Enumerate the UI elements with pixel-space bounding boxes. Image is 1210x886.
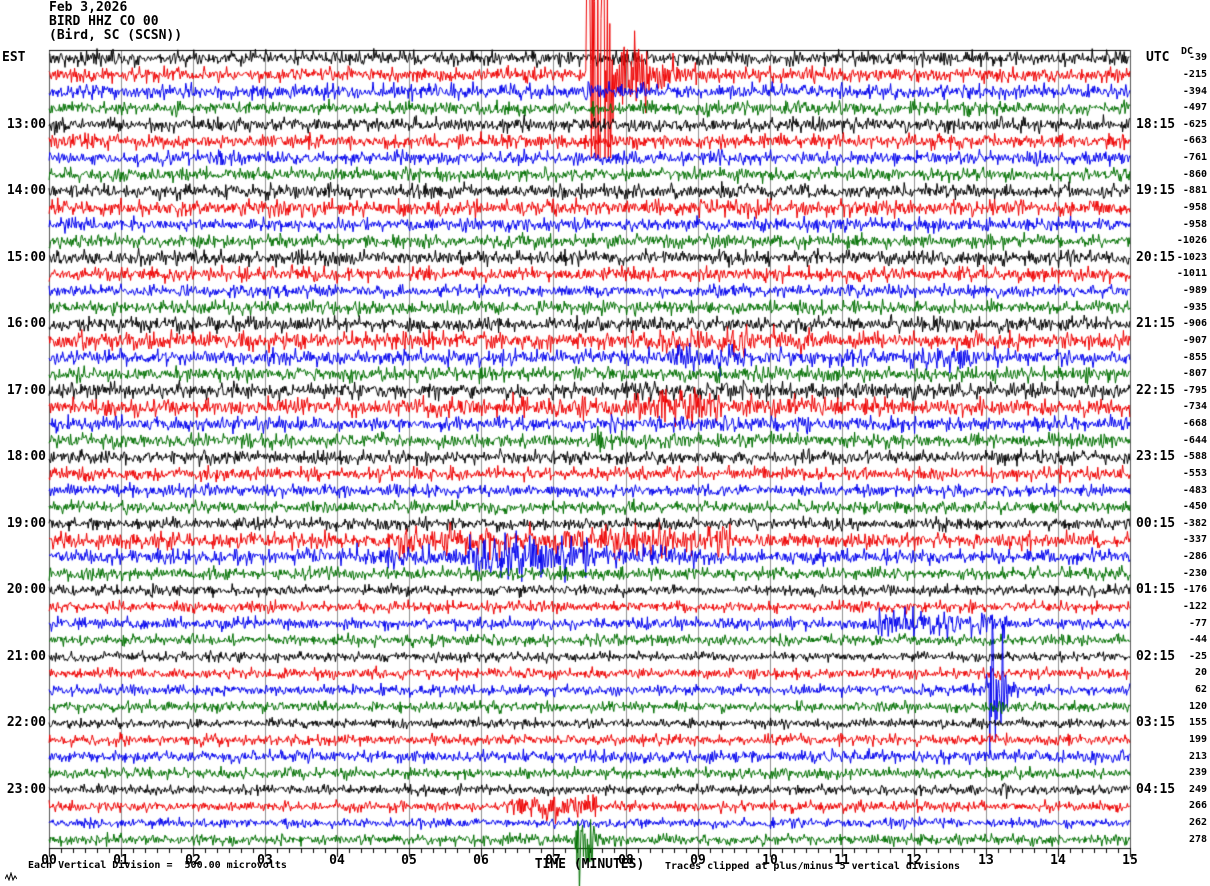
dc-offset-value: 20	[1194, 667, 1207, 678]
x-tick-label: 02	[185, 853, 201, 868]
x-tick-label: 01	[113, 853, 129, 868]
dc-offset-value: -553	[1182, 468, 1207, 479]
x-tick-label: 09	[690, 853, 706, 868]
est-time-label: 13:00	[6, 117, 46, 132]
est-time-label: 21:00	[6, 649, 46, 664]
x-tick-label: 03	[257, 853, 273, 868]
dc-offset-value: 278	[1188, 834, 1207, 845]
est-time-label: 17:00	[6, 383, 46, 398]
x-tick-label: 08	[618, 853, 634, 868]
dc-offset-value: -176	[1182, 584, 1207, 595]
dc-offset-value: -855	[1182, 352, 1207, 363]
dc-offset-value: -1023	[1176, 252, 1207, 263]
dc-offset-value: -44	[1188, 634, 1207, 645]
dc-offset-value: -497	[1182, 102, 1207, 113]
utc-time-label: 19:15	[1136, 183, 1176, 198]
x-tick-label: 04	[329, 853, 345, 868]
utc-time-label: 03:15	[1136, 715, 1176, 730]
dc-offset-value: 199	[1188, 734, 1207, 745]
dc-offset-value: -958	[1182, 202, 1207, 213]
dc-offset-value: -382	[1182, 518, 1207, 529]
x-tick-label: 07	[545, 853, 561, 868]
utc-time-label: 22:15	[1136, 383, 1176, 398]
x-tick-label: 15	[1122, 853, 1138, 868]
dc-offset-value: -881	[1182, 185, 1207, 196]
est-time-label: 14:00	[6, 183, 46, 198]
dc-offset-value: 62	[1194, 684, 1207, 695]
est-time-label: 19:00	[6, 516, 46, 531]
x-tick-label: 00	[41, 853, 57, 868]
dc-offset-value: -906	[1182, 318, 1207, 329]
utc-time-label: 04:15	[1136, 782, 1176, 797]
est-time-label: 20:00	[6, 582, 46, 597]
utc-time-label: 18:15	[1136, 117, 1176, 132]
dc-offset-value: 120	[1188, 701, 1207, 712]
dc-offset-value: -644	[1182, 435, 1207, 446]
station-description: (Bird, SC (SCSN))	[49, 28, 183, 43]
dc-offset-value: -25	[1188, 651, 1207, 662]
dc-offset-value: -663	[1182, 135, 1207, 146]
dc-offset-value: -734	[1182, 401, 1207, 412]
dc-offset-value: -860	[1182, 169, 1207, 180]
vertical-scale-note: Each Vertical Division = 500.00 microvol…	[28, 860, 287, 871]
utc-time-label: 21:15	[1136, 316, 1176, 331]
x-axis-title: TIME (MINUTES)	[534, 857, 645, 872]
dc-offset-value: -795	[1182, 385, 1207, 396]
est-time-label: 18:00	[6, 449, 46, 464]
dc-offset-value: -588	[1182, 451, 1207, 462]
dc-offset-value: -450	[1182, 501, 1207, 512]
est-time-label: 15:00	[6, 250, 46, 265]
utc-time-label: 00:15	[1136, 516, 1176, 531]
dc-offset-value: 213	[1188, 751, 1207, 762]
dc-offset-value: -761	[1182, 152, 1207, 163]
est-time-label: 16:00	[6, 316, 46, 331]
dc-offset-value: -77	[1188, 618, 1207, 629]
dc-offset-value: -337	[1182, 534, 1207, 545]
utc-time-label: 20:15	[1136, 250, 1176, 265]
dc-offset-value: 155	[1188, 717, 1207, 728]
mini-waveform-icon	[4, 866, 18, 885]
dc-offset-value: -230	[1182, 568, 1207, 579]
x-tick-label: 05	[401, 853, 417, 868]
x-tick-label: 14	[1050, 853, 1066, 868]
utc-time-label: 02:15	[1136, 649, 1176, 664]
plot-date: Feb 3,2026	[49, 0, 128, 15]
dc-offset-value: 266	[1188, 800, 1207, 811]
station-code: BIRD HHZ CO 00	[49, 14, 159, 29]
utc-time-label: 01:15	[1136, 582, 1176, 597]
dc-offset-value: -807	[1182, 368, 1207, 379]
est-time-label: 23:00	[6, 782, 46, 797]
dc-offset-value: -215	[1182, 69, 1207, 80]
x-tick-label: 11	[834, 853, 850, 868]
dc-offset-value: -1011	[1176, 268, 1207, 279]
dc-offset-value: -1026	[1176, 235, 1207, 246]
est-time-label: 22:00	[6, 715, 46, 730]
dc-offset-value: 249	[1188, 784, 1207, 795]
dc-offset-value: -958	[1182, 219, 1207, 230]
dc-offset-value: -907	[1182, 335, 1207, 346]
dc-offset-value: -989	[1182, 285, 1207, 296]
utc-time-label: 23:15	[1136, 449, 1176, 464]
dc-offset-value: -39	[1188, 52, 1207, 63]
clipping-note: Traces clipped at plus/minus 5 vertical …	[665, 861, 961, 872]
dc-offset-value: -394	[1182, 86, 1207, 97]
dc-offset-value: -122	[1182, 601, 1207, 612]
left-timezone-label: EST	[2, 50, 26, 65]
x-tick-label: 12	[906, 853, 922, 868]
dc-offset-value: 262	[1188, 817, 1207, 828]
dc-column-header: DC	[1181, 46, 1194, 57]
x-tick-label: 10	[762, 853, 778, 868]
dc-offset-value: -625	[1182, 119, 1207, 130]
dc-offset-value: -668	[1182, 418, 1207, 429]
dc-offset-value: -935	[1182, 302, 1207, 313]
dc-offset-value: -286	[1182, 551, 1207, 562]
dc-offset-value: 239	[1188, 767, 1207, 778]
x-tick-label: 06	[473, 853, 489, 868]
dc-offset-value: -483	[1182, 485, 1207, 496]
x-tick-label: 13	[978, 853, 994, 868]
right-timezone-label: UTC	[1146, 50, 1170, 65]
